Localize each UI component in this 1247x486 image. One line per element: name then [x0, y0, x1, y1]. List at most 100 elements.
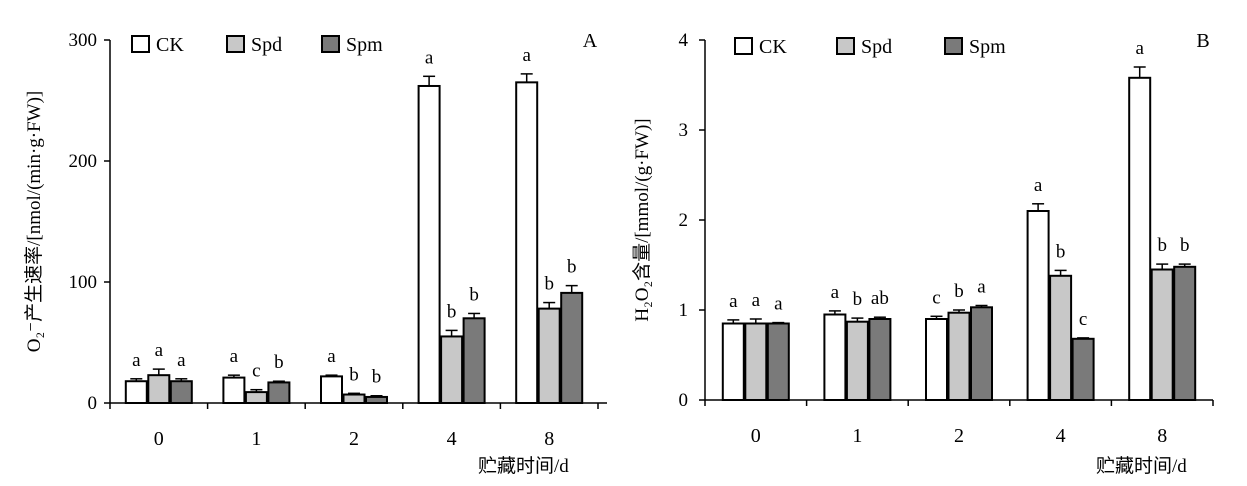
bar-ck: [320, 375, 343, 405]
bar-spm: [267, 381, 291, 404]
y-tick-label: 0: [88, 393, 98, 414]
significance-letter: c: [932, 287, 940, 308]
significance-letter: b: [853, 289, 863, 310]
significance-letter: a: [327, 346, 336, 367]
legend-label-ck: CK: [156, 34, 184, 56]
bar-spm: [560, 291, 584, 405]
bar-spm: [365, 395, 388, 405]
y-tick-label: 2: [679, 210, 689, 231]
significance-letter: b: [567, 257, 577, 278]
bar-spd: [342, 393, 366, 404]
x-tick-label: 0: [751, 425, 761, 447]
significance-letter: a: [177, 350, 186, 371]
x-tick-label: 8: [544, 428, 554, 450]
y-tick-label: 4: [679, 30, 689, 51]
bar-ck: [823, 313, 847, 401]
significance-letter: a: [729, 291, 738, 312]
significance-letter: a: [1034, 175, 1043, 196]
bar-spd: [537, 307, 561, 404]
significance-letter: b: [447, 301, 457, 322]
significance-letter: c: [1079, 309, 1087, 330]
significance-letter: a: [522, 45, 531, 66]
significance-letter: a: [977, 277, 986, 298]
legend-swatch-spd: [226, 35, 245, 53]
x-tick-label: 8: [1157, 425, 1167, 447]
y-tick-label: 100: [69, 272, 98, 293]
significance-letter: a: [425, 47, 434, 68]
bar-ck: [222, 376, 246, 404]
bar-spd: [845, 320, 869, 402]
significance-letter: a: [230, 346, 239, 367]
legend-swatch-ck: [131, 35, 150, 53]
significance-letter: b: [469, 284, 479, 305]
significance-letter: a: [752, 290, 761, 311]
bar-spm: [169, 380, 193, 405]
significance-letter: a: [132, 350, 141, 371]
bar-spd: [947, 311, 971, 402]
significance-letter: b: [349, 364, 359, 385]
bar-spm: [1071, 337, 1095, 401]
x-tick-label: 4: [1056, 425, 1066, 447]
legend-swatch-ck: [734, 37, 753, 55]
bar-spd: [1049, 274, 1073, 401]
panel-label: A: [583, 30, 598, 52]
bar-ck: [124, 380, 148, 405]
significance-letter: a: [155, 340, 164, 361]
significance-letter: b: [1157, 235, 1167, 256]
x-axis-label: 贮藏时间/d: [478, 455, 569, 477]
legend-swatch-spm: [321, 35, 340, 53]
panel-label: B: [1196, 30, 1209, 52]
x-tick-label: 2: [954, 425, 964, 447]
significance-letter: a: [774, 294, 783, 315]
bar-ck: [1128, 76, 1152, 402]
bar-spm: [868, 318, 892, 401]
x-tick-label: 2: [349, 428, 359, 450]
significance-letter: b: [544, 274, 554, 295]
significance-letter: b: [954, 281, 964, 302]
legend-swatch-spd: [836, 37, 855, 55]
y-tick-label: 300: [69, 30, 98, 51]
significance-letter: b: [1180, 235, 1190, 256]
bar-spd: [440, 335, 464, 405]
y-tick-label: 1: [679, 300, 689, 321]
legend-label-spd: Spd: [861, 36, 892, 58]
bar-spm: [766, 322, 790, 401]
significance-letter: ab: [871, 288, 889, 309]
legend-label-spm: Spm: [346, 34, 383, 56]
significance-letter: b: [1056, 241, 1066, 262]
bar-ck: [1026, 210, 1050, 401]
bar-spd: [244, 391, 268, 404]
y-tick-label: 0: [679, 390, 689, 411]
bar-spd: [744, 322, 768, 401]
significance-letter: b: [274, 352, 284, 373]
y-axis-label: H₂O₂含量/[mmol/(g·FW)]: [631, 118, 653, 321]
bar-spm: [462, 317, 486, 404]
x-axis-label: 贮藏时间/d: [1096, 455, 1187, 477]
bar-spd: [147, 374, 171, 405]
bar-ck: [515, 81, 539, 404]
y-axis-label: O₂⁻产生速率/[nmol/(min·g·FW)]: [23, 91, 45, 353]
bar-spd: [1150, 268, 1174, 401]
bar-spm: [1173, 265, 1197, 401]
x-tick-label: 0: [154, 428, 164, 450]
x-tick-label: 4: [447, 428, 457, 450]
bar-ck: [721, 322, 745, 401]
y-tick-label: 200: [69, 151, 98, 172]
significance-letter: b: [372, 367, 382, 388]
y-tick-label: 3: [679, 120, 689, 141]
significance-letter: a: [831, 282, 840, 303]
significance-letter: a: [1135, 38, 1144, 59]
x-tick-label: 1: [251, 428, 261, 450]
legend-label-spm: Spm: [969, 36, 1006, 58]
bar-ck: [417, 84, 441, 404]
legend-swatch-spm: [944, 37, 963, 55]
significance-letter: c: [252, 361, 260, 382]
bar-ck: [925, 318, 948, 401]
legend-label-ck: CK: [759, 36, 787, 58]
x-tick-label: 1: [852, 425, 862, 447]
bar-spm: [970, 306, 993, 401]
legend-label-spd: Spd: [251, 34, 282, 56]
